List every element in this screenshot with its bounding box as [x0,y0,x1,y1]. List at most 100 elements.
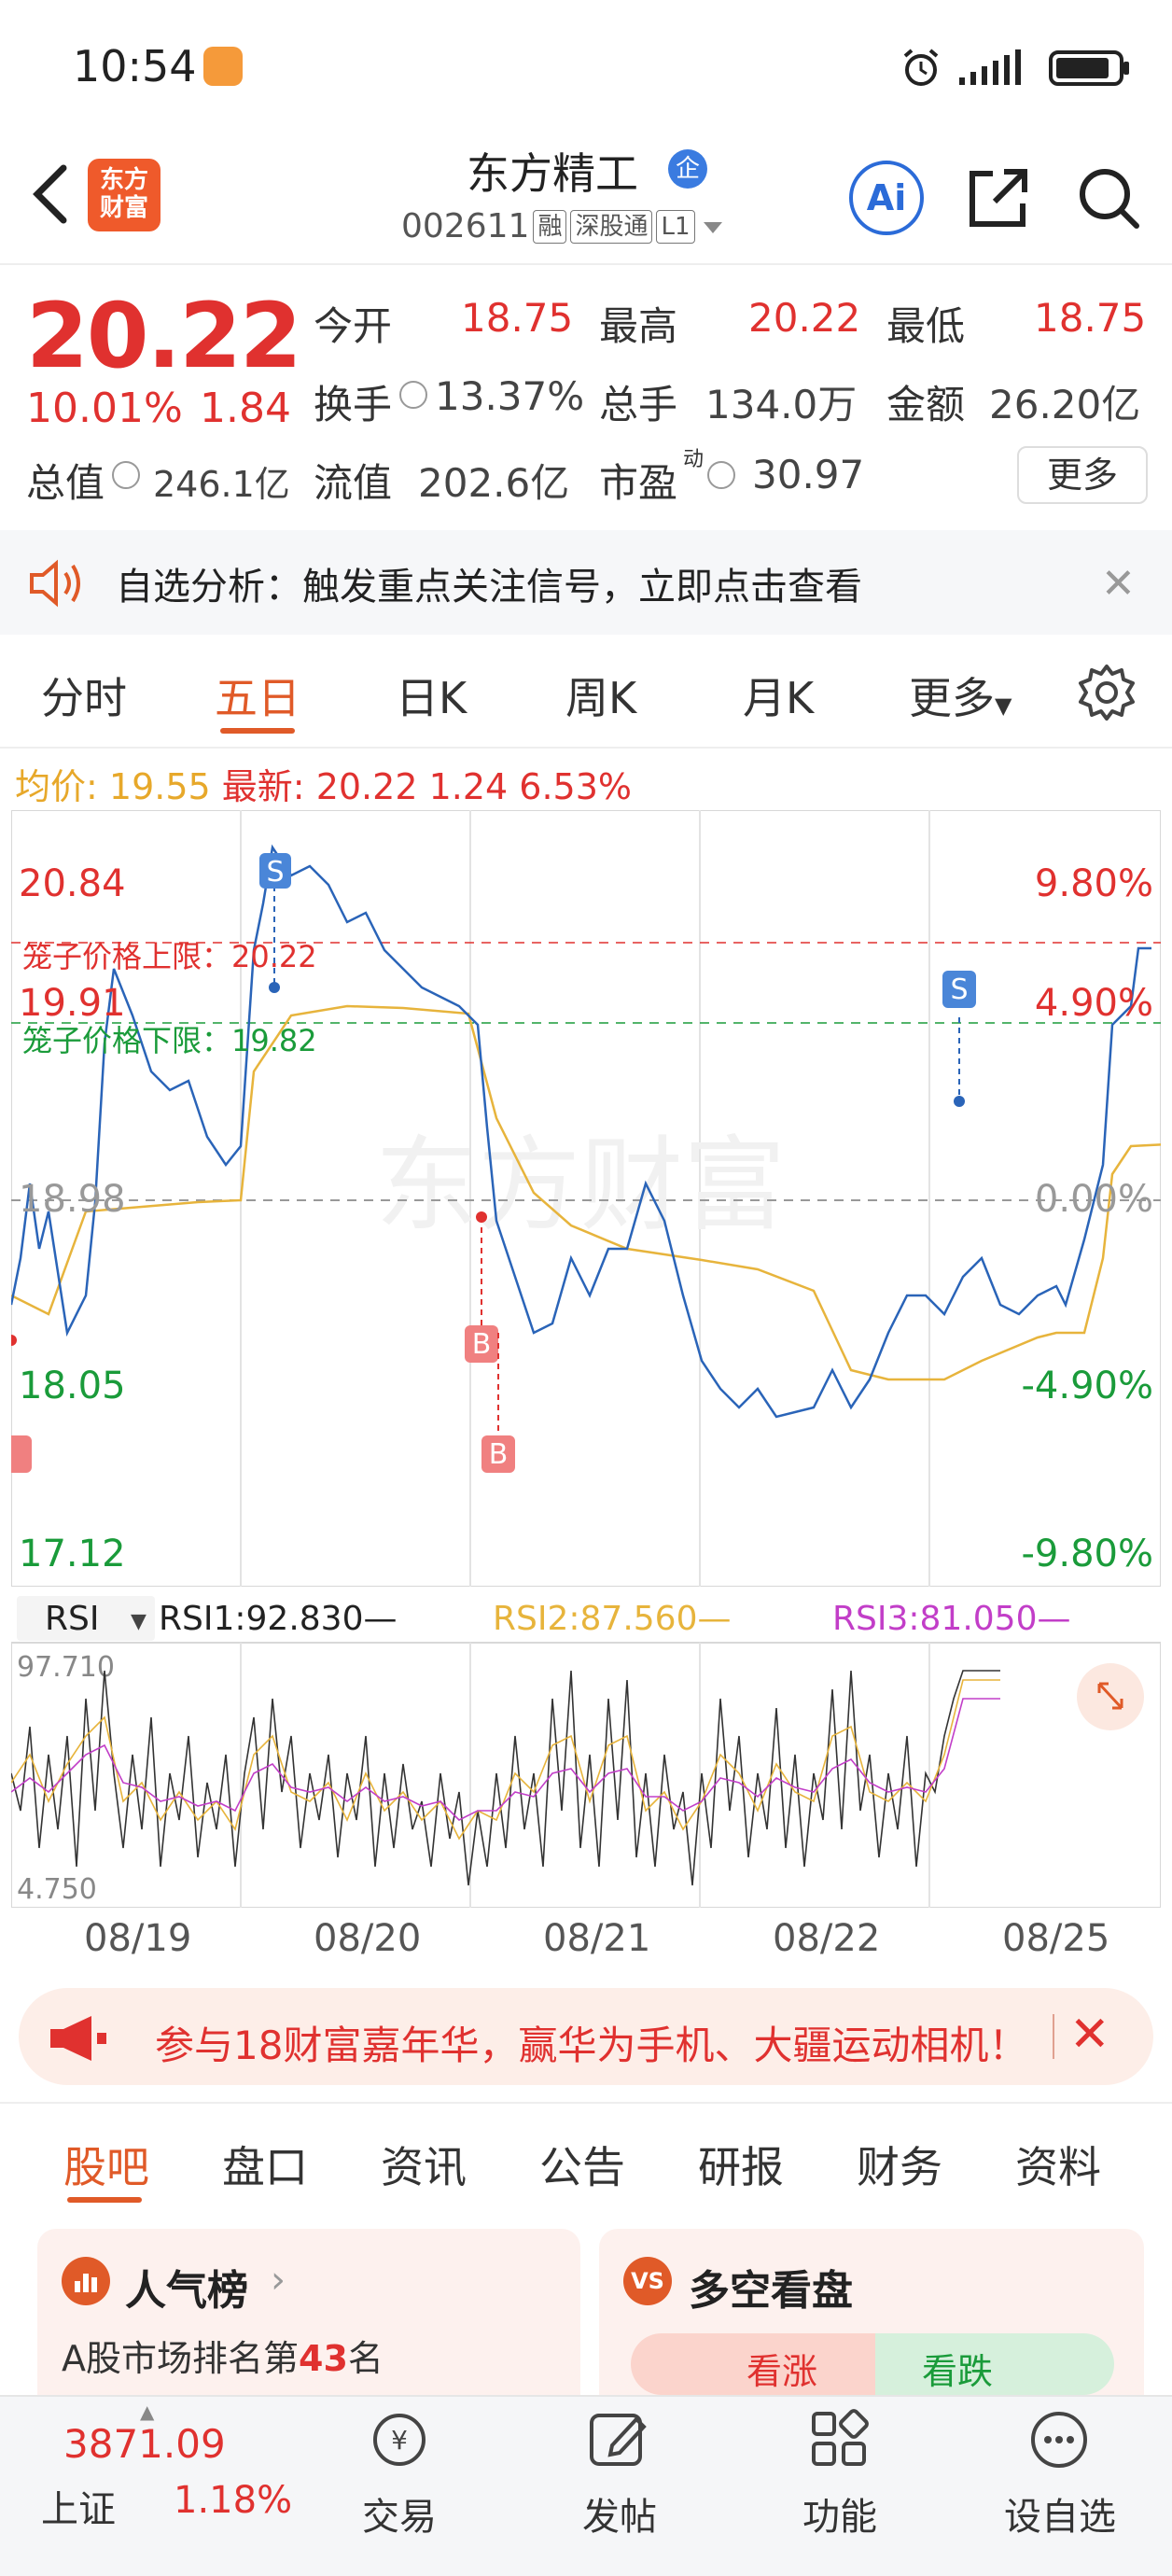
more-dots-icon[interactable] [1025,2406,1094,2471]
section-divider [0,2102,1172,2104]
bottom-nav [0,2395,1172,2576]
alert-text[interactable]: 自选分析：触发重点关注信号，立即点击查看 [116,566,862,609]
tab-order-book[interactable]: 盘口 [222,2142,308,2192]
alert-banner[interactable] [0,530,1172,635]
marker-sell-label: S [266,856,284,889]
latest-change: 1.24 [428,766,509,807]
rank-prefix: A股市场排名第 [62,2338,299,2379]
trade-icon[interactable]: ¥ [364,2406,433,2471]
high-value: 20.22 [748,295,861,341]
promo-text[interactable]: 参与18财富嘉年华，赢华为手机、大疆运动相机！ [155,2023,1028,2068]
edit-icon[interactable] [584,2406,653,2471]
stock-code: 002611 [401,207,530,245]
tab-research[interactable]: 研报 [698,2142,784,2192]
tab-forum[interactable]: 股吧 [63,2142,149,2192]
ai-button[interactable]: Ai [849,161,924,235]
bear-label: 看跌 [922,2351,994,2392]
close-icon[interactable]: ✕ [1069,2007,1110,2063]
marker-buy-1: B [465,1211,498,1363]
expand-icon [1097,1682,1123,1710]
pe-value: 30.97 [752,452,865,497]
caret-down-icon [703,221,722,233]
connect-tag: 深股通 [570,209,653,244]
last-price: 20.22 [26,284,302,388]
nav-add-watchlist[interactable]: 设自选 [1004,2496,1116,2539]
tab-financials[interactable]: 财务 [857,2142,942,2192]
index-value[interactable]: 3871.09 [63,2421,226,2467]
stock-code-line[interactable]: 002611 融 深股通 L1 [401,207,727,245]
rsi-min: 4.750 [17,1873,97,1906]
high-label: 最高 [599,303,678,349]
tab-weekly-k[interactable]: 周K [565,673,637,723]
tab-profile[interactable]: 资料 [1015,2142,1101,2192]
gear-icon [1079,665,1135,721]
five-day-chart[interactable]: 东方财富 20.84 19.91 18.98 18.05 17.12 9.80%… [11,810,1161,1587]
date-label-0: 08/19 [84,1917,192,1960]
volume-label: 总手 [599,382,678,427]
caret-down-icon: ▼ [131,1610,146,1633]
y-tick-left-1: 19.91 [19,982,126,1025]
low-value: 18.75 [1034,295,1147,341]
date-label-3: 08/22 [773,1917,881,1960]
nav-post[interactable]: 发帖 [582,2496,657,2539]
back-button[interactable] [19,157,84,231]
bull-button[interactable]: 看涨 [631,2333,875,2395]
tab-five-day[interactable]: 五日 [215,673,300,723]
app-logo[interactable]: 东方 财富 [88,159,160,231]
pe-dynamic-mark: 动 [683,448,705,471]
marker-sell-1: S [259,853,291,993]
tab-monthly-k[interactable]: 月K [743,673,815,723]
section-tab-underline [67,2197,142,2203]
float-label: 流值 [314,460,393,506]
rsi1-label: RSI1:92.830— [159,1600,397,1638]
tab-more[interactable]: 更多▼ [909,665,1012,726]
promo-banner[interactable] [19,1988,1153,2085]
tab-underline [220,728,295,734]
tab-news[interactable]: 资讯 [381,2142,467,2192]
rsi3-label: RSI3:81.050— [832,1600,1070,1638]
info-icon[interactable] [112,461,140,489]
amount-label: 金额 [886,382,966,427]
tab-intraday[interactable]: 分时 [41,673,127,723]
stock-name: 东方精工 [467,148,638,199]
turnover-value: 13.37% [435,373,585,419]
more-button[interactable]: 更多 [1017,446,1148,504]
y-tick-right-3: -4.90% [1021,1365,1153,1407]
info-icon[interactable] [399,381,427,409]
tab-daily-k[interactable]: 日K [396,673,467,723]
share-button[interactable] [961,161,1036,235]
index-name[interactable]: 上证 [41,2488,116,2531]
tab-announcements[interactable]: 公告 [539,2142,625,2192]
search-button[interactable] [1071,161,1146,235]
cage-lower-label: 笼子价格下限：19.82 [22,1023,317,1058]
date-label-2: 08/21 [543,1917,651,1960]
settings-button[interactable] [1077,663,1137,726]
bear-button[interactable]: 看跌 [875,2333,1114,2395]
close-icon[interactable]: ✕ [1101,560,1136,608]
y-tick-right-2: 0.00% [1035,1178,1153,1221]
share-icon [970,169,1027,227]
apps-icon[interactable] [804,2406,873,2471]
amount-value: 26.20亿 [989,382,1141,427]
index-percent[interactable]: 1.18% [174,2479,293,2522]
tab-more-label: 更多 [909,673,995,723]
info-icon[interactable] [707,461,735,489]
signal-icon [959,49,1021,85]
level-tag: L1 [656,209,695,244]
marker-sell-2: S [942,971,976,1107]
rsi-chart[interactable]: RSI ▼ RSI1:92.830— RSI2:87.560— RSI3:81.… [11,1587,1161,1908]
low-label: 最低 [886,303,966,349]
price-info-line: 均价: 19.55 最新: 20.22 1.24 6.53% [15,758,632,809]
mktcap-value: 246.1亿 [153,464,290,505]
caret-up-icon: ▲ [140,2401,155,2423]
rank-chart-icon [62,2257,110,2305]
search-icon [1080,169,1139,229]
change-percent: 10.01% [26,385,183,432]
nav-trade[interactable]: 交易 [362,2496,437,2539]
open-value: 18.75 [461,295,574,341]
nav-functions[interactable]: 功能 [802,2496,877,2539]
battery-icon [1049,50,1129,86]
marker-sell-label: S [950,973,968,1006]
mktcap-label: 总值 [26,460,105,506]
y-tick-right-4: -9.80% [1021,1533,1153,1575]
